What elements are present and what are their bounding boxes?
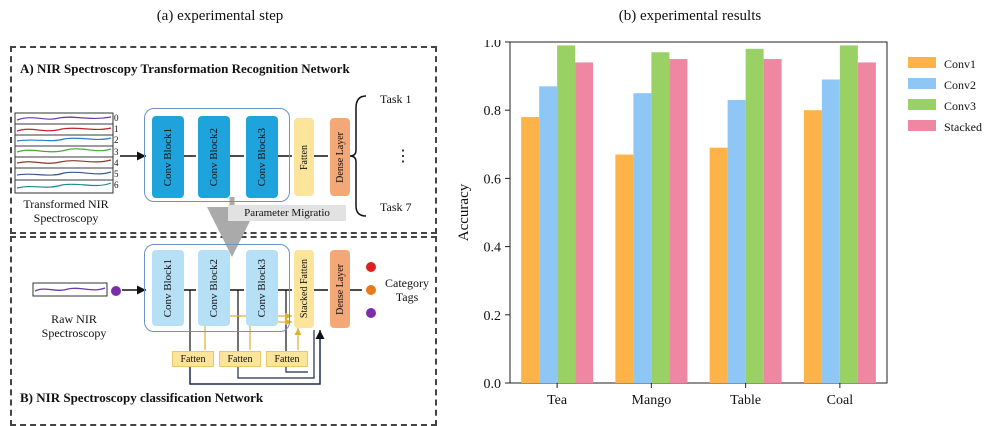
conv-block1-b-label: Conv Block1	[162, 258, 174, 318]
conv-group-b	[144, 244, 290, 332]
channel-index: 3	[114, 146, 119, 157]
bar-conv3-coal	[839, 45, 858, 383]
channel-index: 6	[114, 180, 119, 191]
transformed-spectra-stack	[14, 112, 114, 194]
y-tick-label: 0.8	[484, 104, 502, 119]
legend-label: Conv1	[944, 57, 976, 71]
category-dot-red	[366, 262, 376, 272]
dense-layer-b-label: Dense Layer	[334, 263, 346, 315]
stacked-fatten: Stacked Fatten	[294, 250, 314, 328]
plot-frame	[509, 41, 888, 384]
bar-conv2-coal	[821, 79, 840, 383]
conv-block3-b: Conv Block3	[246, 250, 278, 326]
conv-group-a	[144, 108, 290, 202]
legend-swatch-stacked	[908, 120, 936, 131]
conv-block2-b: Conv Block2	[198, 250, 230, 326]
fatten-branch-2: Fatten	[219, 351, 261, 367]
fatten-branch-1: Fatten	[172, 351, 214, 367]
section-b-title: B) NIR Spectroscopy classification Netwo…	[20, 390, 264, 405]
raw-spectrum	[32, 282, 108, 297]
category-dot-purple	[366, 308, 376, 318]
channel-index: 5	[114, 169, 119, 180]
task-last: Task 7	[380, 200, 412, 214]
left-panel-title: (a) experimental step	[156, 8, 284, 24]
legend-label: Stacked	[944, 120, 982, 134]
transformed-input-label: Transformed NIR Spectroscopy	[23, 197, 109, 225]
x-tick-label: Mango	[632, 393, 672, 408]
bar-conv3-tea	[557, 45, 576, 383]
legend-swatch-conv1	[908, 57, 936, 68]
channel-index: 1	[114, 124, 119, 135]
dense-layer-a-label: Dense Layer	[334, 131, 346, 183]
x-tick-label: Tea	[547, 393, 568, 408]
fatten-a-label: Fatten	[298, 144, 310, 170]
x-tick-label: Coal	[827, 393, 854, 408]
legend-swatch-conv2	[908, 78, 936, 89]
bar-conv1-mango	[615, 154, 634, 383]
section-a-title: A) NIR Spectroscopy Transformation Recog…	[20, 61, 350, 76]
conv-block2-a: Conv Block2	[198, 116, 230, 198]
bar-conv2-tea	[539, 86, 558, 383]
task-first: Task 1	[380, 92, 412, 106]
accuracy-bar-chart: 0.0 0.2 0.4 0.6 0.8 1.0 Accuracy Tea Mango Table C…	[456, 40, 982, 408]
conv-block1-a-label: Conv Block1	[162, 127, 174, 187]
conv-block2-b-label: Conv Block2	[208, 258, 220, 318]
y-axis-label: Accuracy	[456, 183, 472, 241]
fatten-branch-3: Fatten	[266, 351, 308, 367]
parameter-migration-label: Parameter Migratio	[228, 205, 346, 221]
category-tags-label: Category Tags	[385, 276, 429, 304]
stacked-fatten-label: Stacked Fatten	[298, 259, 310, 319]
y-tick-label: 1.0	[484, 40, 502, 51]
bar-conv3-mango	[651, 52, 670, 383]
bar-stacked-tea	[575, 62, 594, 384]
bar-conv1-tea	[521, 117, 540, 384]
bar-stacked-table	[763, 59, 782, 384]
conv-block3-a: Conv Block3	[246, 116, 278, 198]
legend-label: Conv2	[944, 78, 976, 92]
conv-block2-a-label: Conv Block2	[208, 127, 220, 187]
y-tick-label: 0.0	[484, 377, 502, 392]
channel-index: 4	[114, 157, 119, 168]
channel-index: 2	[114, 135, 119, 146]
task-ellipsis: ⋮	[395, 148, 411, 165]
x-tick-label: Table	[730, 393, 761, 408]
y-tick-label: 0.2	[484, 309, 502, 324]
conv-block1-b: Conv Block1	[152, 250, 184, 326]
raw-input-label: Raw NIR Spectroscopy	[41, 312, 107, 340]
bar-conv1-coal	[803, 110, 822, 383]
conv-block3-b-label: Conv Block3	[256, 258, 268, 318]
right-panel-title: (b) experimental results	[618, 8, 762, 24]
category-dot-orange	[366, 285, 376, 295]
legend-label: Conv3	[944, 99, 976, 113]
dense-layer-b: Dense Layer	[330, 250, 350, 328]
bar-stacked-coal	[857, 62, 876, 384]
dense-layer-a: Dense Layer	[330, 118, 350, 196]
conv-block3-a-label: Conv Block3	[256, 127, 268, 187]
network-connectors	[120, 95, 367, 385]
bar-conv3-table	[745, 48, 764, 383]
bar-stacked-mango	[669, 59, 688, 384]
conv-block1-a: Conv Block1	[152, 116, 184, 198]
channel-index-list: 0 1 2 3 4 5 6	[114, 113, 119, 191]
raw-input-dot	[111, 286, 121, 296]
bar-conv1-table	[709, 147, 728, 383]
channel-index: 0	[114, 113, 119, 123]
fatten-a: Fatten	[294, 118, 314, 196]
bar-conv2-table	[727, 99, 746, 383]
bar-conv2-mango	[633, 93, 652, 384]
y-tick-label: 0.6	[484, 172, 502, 187]
legend-swatch-conv3	[908, 99, 936, 110]
y-tick-label: 0.4	[484, 241, 502, 256]
